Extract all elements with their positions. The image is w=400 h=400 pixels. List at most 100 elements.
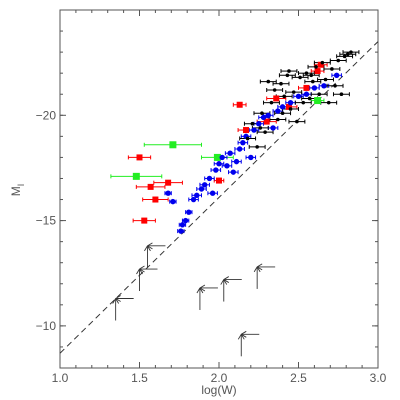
data-point-red xyxy=(147,183,154,190)
fit-line xyxy=(59,41,379,354)
data-point-blue xyxy=(233,158,240,165)
y-axis-label-main: M xyxy=(9,186,23,196)
data-point-blue xyxy=(179,222,186,228)
data-point-blue xyxy=(216,161,222,167)
data-point-blue xyxy=(295,93,302,100)
data-point-blue xyxy=(213,167,219,173)
data-point-red xyxy=(152,196,159,203)
data-point-green xyxy=(314,97,322,105)
data-point-black xyxy=(276,117,280,122)
data-point-blue xyxy=(178,228,184,234)
data-point-blue xyxy=(279,104,286,110)
data-point-blue xyxy=(236,146,243,152)
data-point-blue xyxy=(265,112,271,118)
data-point-blue xyxy=(209,190,216,196)
data-point-blue xyxy=(248,154,254,161)
data-point-black xyxy=(288,107,293,111)
data-point-blue xyxy=(275,108,281,114)
data-point-blue xyxy=(170,198,176,205)
upper-limit-arrow xyxy=(253,263,276,289)
data-point-blue xyxy=(287,99,294,106)
data-point-red xyxy=(243,127,250,134)
data-point-black xyxy=(260,111,264,115)
data-point-blue xyxy=(186,209,192,215)
data-point-black xyxy=(301,100,306,105)
data-point-black xyxy=(339,92,344,97)
upper-limit-arrow xyxy=(196,284,218,310)
y-tick-label: −15 xyxy=(36,214,57,228)
data-point-black xyxy=(245,136,250,141)
data-point-blue xyxy=(270,125,276,131)
upper-limit-arrows xyxy=(112,242,276,357)
upper-limit-arrow xyxy=(112,295,134,321)
data-point-black xyxy=(330,67,334,71)
data-point-black xyxy=(258,126,263,130)
data-point-green xyxy=(132,172,140,180)
y-axis-ticks: −10 −15 −20 xyxy=(36,30,378,348)
data-point-red xyxy=(216,177,222,184)
plot-area xyxy=(59,9,379,369)
data-point-blue xyxy=(251,127,257,133)
data-point-black xyxy=(345,52,350,57)
x-axis-ticks: 1.0 1.5 2.0 2.5 3.0 xyxy=(52,10,387,385)
data-point-red xyxy=(236,101,243,108)
data-point-black xyxy=(287,69,291,73)
data-point-red xyxy=(314,68,321,75)
data-point-black xyxy=(323,77,328,82)
data-point-black xyxy=(298,75,302,80)
data-point-black xyxy=(336,58,341,63)
data-point-blue xyxy=(311,85,318,91)
data-point-blue xyxy=(240,139,246,146)
data-point-black xyxy=(309,73,314,78)
data-point-black xyxy=(279,81,283,86)
data-point-blue xyxy=(194,192,200,199)
data-point-green xyxy=(213,153,221,161)
y-tick-label: −10 xyxy=(36,319,57,333)
data-point-black xyxy=(291,90,296,94)
data-point-blue xyxy=(190,196,197,203)
data-point-black xyxy=(311,79,315,84)
data-point-black xyxy=(304,71,309,75)
data-point-black xyxy=(307,96,312,101)
errorbars xyxy=(110,50,360,234)
data-point-black xyxy=(349,50,353,54)
upper-limit-arrow xyxy=(237,330,260,357)
x-tick-label: 3.0 xyxy=(370,371,387,385)
data-point-black xyxy=(320,60,325,65)
y-axis-label-subscript: I xyxy=(16,184,26,187)
data-point-black xyxy=(326,100,331,105)
data-point-black xyxy=(269,100,274,105)
data-point-blue xyxy=(165,190,171,196)
data-point-blue xyxy=(219,154,225,161)
data-point-blue xyxy=(227,150,233,156)
data-point-black xyxy=(263,130,267,134)
data-point-blue xyxy=(333,72,340,78)
data-point-red xyxy=(263,118,270,125)
data-point-blue xyxy=(201,182,208,188)
y-tick-label: −20 xyxy=(36,108,57,122)
data-point-blue xyxy=(198,186,205,192)
data-point-black xyxy=(250,121,255,126)
data-point-red xyxy=(136,154,143,161)
data-point-black xyxy=(342,54,347,59)
data-point-red xyxy=(303,84,310,91)
upper-limit-arrow xyxy=(136,265,158,292)
data-point-blue xyxy=(303,91,310,97)
data-point-blue xyxy=(182,217,189,224)
data-point-blue xyxy=(206,175,213,182)
data-point-red xyxy=(317,61,324,68)
x-axis-label: log(W) xyxy=(201,383,236,397)
data-point-blue xyxy=(256,121,262,127)
x-tick-label: 1.0 xyxy=(52,371,69,385)
data-point-red xyxy=(273,95,280,102)
data-point-black xyxy=(285,73,290,78)
upper-limit-arrow xyxy=(220,276,242,302)
data-point-black xyxy=(280,111,285,115)
upper-limit-arrow xyxy=(144,242,166,268)
markers xyxy=(132,50,353,234)
data-point-red xyxy=(285,103,292,110)
data-point-red xyxy=(165,179,172,186)
data-point-black xyxy=(282,94,286,99)
data-point-black xyxy=(255,145,259,149)
